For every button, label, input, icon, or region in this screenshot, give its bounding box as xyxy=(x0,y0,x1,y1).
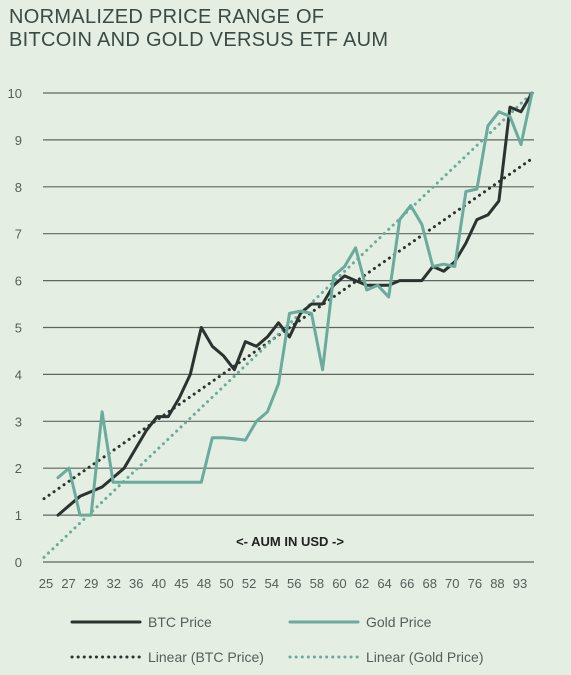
x-tick-label: 76 xyxy=(468,576,482,591)
y-tick-label: 3 xyxy=(15,414,22,429)
x-tick-label: 62 xyxy=(355,576,369,591)
y-tick-label: 10 xyxy=(8,86,22,101)
x-tick-label: 93 xyxy=(513,576,527,591)
x-tick-label: 25 xyxy=(39,576,53,591)
aum-annotation: <- AUM IN USD -> xyxy=(236,534,344,549)
y-tick-label: 6 xyxy=(15,274,22,289)
x-tick-label: 64 xyxy=(377,576,391,591)
chart-title-block: NORMALIZED PRICE RANGE OF BITCOIN AND GO… xyxy=(9,6,388,52)
x-tick-label: 29 xyxy=(84,576,98,591)
x-tick-label: 52 xyxy=(242,576,256,591)
x-tick-label: 45 xyxy=(174,576,188,591)
legend-label: Linear (BTC Price) xyxy=(148,649,264,665)
x-tick-label: 68 xyxy=(422,576,436,591)
chart-title: NORMALIZED PRICE RANGE OF xyxy=(9,6,325,28)
x-tick-label: 56 xyxy=(287,576,301,591)
legend-label: Gold Price xyxy=(366,614,432,630)
y-tick-label: 9 xyxy=(15,133,22,148)
legend-label: BTC Price xyxy=(148,614,212,630)
x-tick-label: 50 xyxy=(219,576,233,591)
x-axis-ticks: 25 27 29 32 36 40 45 48 50 52 54 56 58 60 62 64 66 68 70 76… xyxy=(39,576,527,591)
y-axis-ticks: 0 1 2 3 4 5 6 7 8 9 10 xyxy=(8,86,22,570)
y-tick-label: 0 xyxy=(15,555,22,570)
x-tick-label: 70 xyxy=(445,576,459,591)
y-tick-label: 2 xyxy=(15,461,22,476)
legend-label: Linear (Gold Price) xyxy=(366,649,484,665)
legend-item: Gold Price xyxy=(288,614,432,630)
series-linear-btc-price xyxy=(42,157,534,501)
x-tick-label: 48 xyxy=(197,576,211,591)
x-tick-label: 32 xyxy=(106,576,120,591)
y-tick-label: 4 xyxy=(15,367,22,382)
chart-subtitle: BITCOIN AND GOLD VERSUS ETF AUM xyxy=(9,29,389,51)
y-tick-label: 5 xyxy=(15,321,22,336)
y-tick-label: 1 xyxy=(15,508,22,523)
legend: BTC Price Gold Price Linear (BTC Price) Lin… xyxy=(70,614,484,665)
series-btc-price xyxy=(56,91,534,517)
series-gold-price xyxy=(56,91,534,517)
y-tick-label: 7 xyxy=(15,227,22,242)
series-layer xyxy=(42,91,534,559)
x-tick-label: 54 xyxy=(264,576,278,591)
legend-item: Linear (BTC Price) xyxy=(70,649,264,665)
x-tick-label: 27 xyxy=(61,576,75,591)
x-tick-label: 60 xyxy=(332,576,346,591)
x-tick-label: 66 xyxy=(400,576,414,591)
x-tick-label: 88 xyxy=(490,576,504,591)
legend-item: Linear (Gold Price) xyxy=(288,649,484,665)
y-tick-label: 8 xyxy=(15,180,22,195)
legend-item: BTC Price xyxy=(70,614,212,630)
x-tick-label: 40 xyxy=(152,576,166,591)
x-tick-label: 58 xyxy=(310,576,324,591)
x-tick-label: 36 xyxy=(129,576,143,591)
